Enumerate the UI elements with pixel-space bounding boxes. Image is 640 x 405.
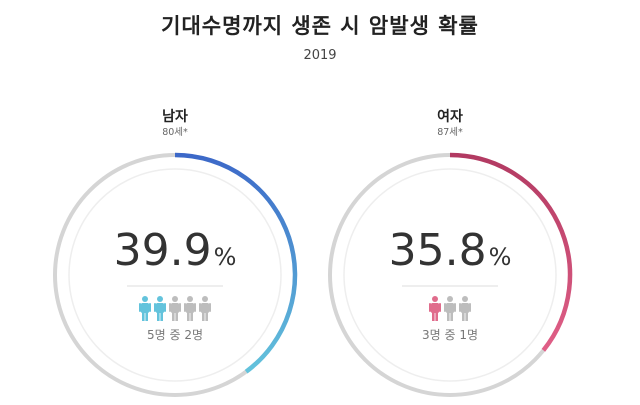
ratio-text: 3명 중 1명	[422, 328, 478, 342]
people-icons	[139, 296, 211, 321]
person-icon	[199, 296, 211, 321]
page-title: 기대수명까지 생존 시 암발생 확률	[161, 14, 479, 38]
people-icons	[429, 296, 471, 321]
inner-ring	[343, 168, 557, 382]
person-icon	[184, 296, 196, 321]
percent-value: 35.8%	[389, 225, 512, 276]
percent-value: 39.9%	[114, 225, 237, 276]
ratio-text: 5명 중 2명	[147, 328, 203, 342]
person-icon	[429, 296, 441, 321]
group-label: 여자	[437, 108, 463, 125]
person-icon	[139, 296, 151, 321]
donut-chart-female: 여자 87세* 35.8% 3명 중 1명	[328, 108, 573, 397]
person-icon	[154, 296, 166, 321]
age-note: 87세*	[437, 127, 463, 138]
donut-value-arc	[174, 152, 298, 374]
inner-ring	[68, 168, 282, 382]
person-icon	[169, 296, 181, 321]
person-icon	[444, 296, 456, 321]
percent-number: 39.9	[114, 225, 212, 276]
percent-unit: %	[489, 243, 512, 271]
percent-unit: %	[214, 243, 237, 271]
group-label: 남자	[162, 108, 188, 125]
person-icon	[459, 296, 471, 321]
donut-chart-male: 남자 80세* 39.9% 5명 중 2명	[53, 108, 298, 397]
age-note: 80세*	[162, 127, 188, 138]
donut-value-arc	[449, 152, 573, 352]
page-subtitle: 2019	[303, 48, 337, 63]
percent-number: 35.8	[389, 225, 487, 276]
